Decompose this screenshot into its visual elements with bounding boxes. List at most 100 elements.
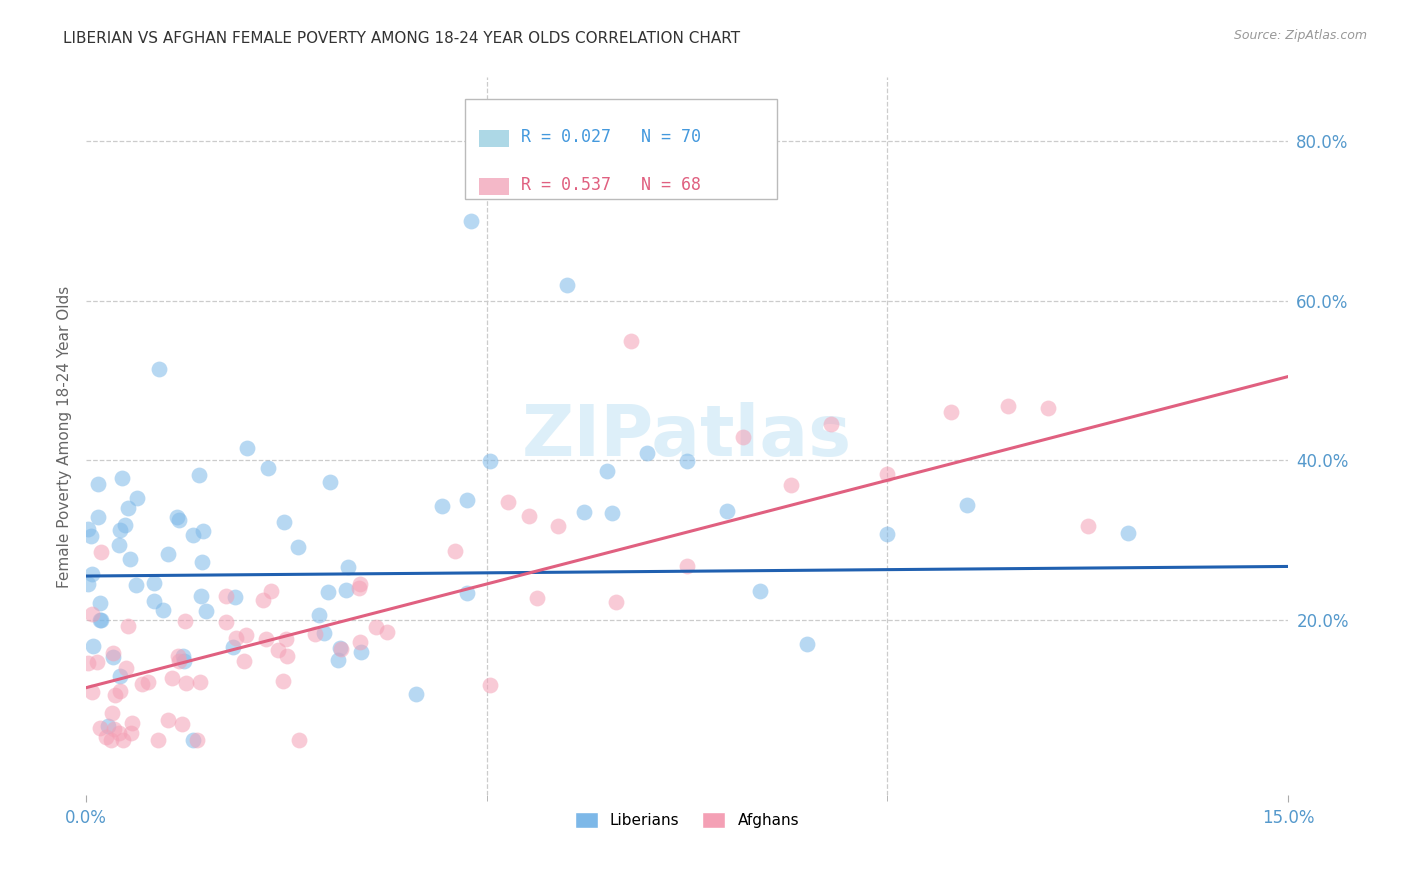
- Point: [121, 716, 143, 731]
- Point: [112, 732, 135, 747]
- Point: [114, 518, 136, 533]
- Point: [876, 527, 898, 541]
- Point: [676, 453, 699, 467]
- Point: [160, 671, 183, 685]
- Point: [235, 628, 257, 642]
- Point: [117, 619, 139, 633]
- Point: [120, 726, 142, 740]
- Text: R = 0.537   N = 68: R = 0.537 N = 68: [522, 176, 702, 194]
- Point: [76, 577, 98, 591]
- Point: [187, 467, 209, 482]
- Point: [329, 641, 352, 656]
- Point: [273, 515, 295, 529]
- Point: [304, 626, 326, 640]
- Point: [796, 637, 818, 651]
- Point: [1077, 518, 1099, 533]
- Point: [233, 654, 256, 668]
- Point: [308, 607, 330, 622]
- Point: [108, 538, 131, 552]
- Point: [143, 575, 166, 590]
- Point: [676, 559, 699, 574]
- Point: [347, 581, 370, 595]
- Point: [101, 650, 124, 665]
- Point: [89, 596, 111, 610]
- Point: [186, 732, 208, 747]
- Point: [100, 732, 122, 747]
- Point: [364, 620, 387, 634]
- Point: [997, 400, 1019, 414]
- Text: R = 0.027   N = 70: R = 0.027 N = 70: [522, 128, 702, 145]
- Point: [103, 722, 125, 736]
- Point: [820, 417, 842, 431]
- Point: [600, 506, 623, 520]
- Point: [260, 584, 283, 599]
- Point: [152, 603, 174, 617]
- Point: [191, 555, 214, 569]
- Point: [80, 685, 103, 699]
- Point: [136, 675, 159, 690]
- Point: [170, 717, 193, 731]
- Point: [87, 477, 110, 491]
- Point: [79, 529, 101, 543]
- Point: [326, 652, 349, 666]
- Text: Source: ZipAtlas.com: Source: ZipAtlas.com: [1233, 29, 1367, 42]
- Point: [82, 639, 104, 653]
- Point: [256, 461, 278, 475]
- Point: [748, 583, 770, 598]
- Point: [314, 625, 336, 640]
- Point: [236, 441, 259, 455]
- FancyBboxPatch shape: [479, 178, 509, 195]
- FancyBboxPatch shape: [479, 130, 509, 147]
- Point: [496, 495, 519, 509]
- Point: [460, 214, 482, 228]
- Point: [1116, 526, 1139, 541]
- Y-axis label: Female Poverty Among 18-24 Year Olds: Female Poverty Among 18-24 Year Olds: [58, 285, 72, 588]
- Point: [117, 501, 139, 516]
- Point: [319, 475, 342, 489]
- Point: [350, 645, 373, 659]
- Point: [167, 654, 190, 668]
- Point: [94, 731, 117, 745]
- Point: [148, 362, 170, 376]
- Point: [89, 613, 111, 627]
- Point: [456, 586, 478, 600]
- Point: [316, 585, 339, 599]
- Point: [222, 640, 245, 654]
- Point: [605, 595, 627, 609]
- Point: [82, 566, 104, 581]
- Text: ZIPatlas: ZIPatlas: [522, 402, 852, 471]
- Point: [108, 726, 131, 740]
- Text: LIBERIAN VS AFGHAN FEMALE POVERTY AMONG 18-24 YEAR OLDS CORRELATION CHART: LIBERIAN VS AFGHAN FEMALE POVERTY AMONG …: [63, 31, 741, 46]
- Point: [110, 523, 132, 537]
- Point: [104, 688, 127, 702]
- Point: [111, 471, 134, 485]
- Point: [90, 613, 112, 627]
- Point: [89, 721, 111, 735]
- Point: [191, 524, 214, 538]
- Point: [1036, 401, 1059, 415]
- Point: [620, 334, 643, 348]
- Point: [254, 632, 277, 647]
- Point: [125, 491, 148, 505]
- Point: [444, 544, 467, 558]
- Point: [108, 684, 131, 698]
- Point: [167, 648, 190, 663]
- Point: [101, 706, 124, 720]
- Point: [733, 430, 755, 444]
- Point: [276, 632, 298, 647]
- Point: [636, 446, 658, 460]
- Point: [82, 607, 104, 621]
- Point: [115, 661, 138, 675]
- Point: [337, 560, 360, 574]
- Point: [876, 467, 898, 481]
- Point: [120, 552, 142, 566]
- Point: [169, 513, 191, 527]
- Point: [276, 649, 298, 664]
- Point: [87, 510, 110, 524]
- Point: [224, 590, 246, 604]
- Point: [526, 591, 548, 606]
- Point: [76, 522, 98, 536]
- Point: [271, 674, 294, 689]
- Point: [101, 646, 124, 660]
- Point: [287, 732, 309, 747]
